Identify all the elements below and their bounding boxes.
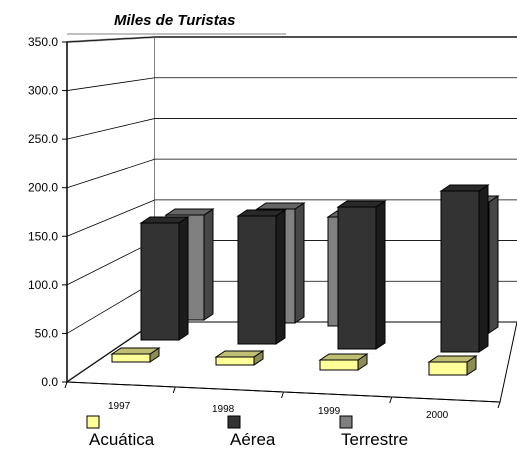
- legend-swatch-aerea: [228, 416, 240, 428]
- legend-swatch-terrestre: [340, 416, 352, 428]
- bar-top-face: [216, 351, 263, 357]
- legend-label-terrestre: Terrestre: [341, 430, 408, 449]
- y-tick-label: 200.0: [28, 181, 58, 195]
- y-tick-label: 0.0: [41, 375, 58, 389]
- y-tick-label: 50.0: [35, 326, 59, 340]
- bar-side-face: [489, 196, 498, 333]
- bar-top-face: [429, 356, 476, 362]
- bar-side-face: [479, 185, 488, 352]
- y-tick-label: 100.0: [28, 278, 58, 292]
- legend-swatch-acuatica: [87, 416, 99, 428]
- x-tick-label: 1997: [108, 401, 131, 412]
- bar-aérea-2000: [441, 185, 488, 352]
- bar-top-face: [338, 201, 385, 207]
- bar-side-face: [376, 201, 385, 349]
- x-tick-mark: [282, 392, 284, 398]
- bar-acuática-2000: [429, 356, 476, 375]
- bar-front-face: [238, 216, 276, 344]
- legend-label-aerea: Aérea: [230, 430, 276, 449]
- x-tick-mark: [173, 387, 175, 393]
- y-axis: 0.0 50.0 100.0 150.0 200.0 250.0 300.0 350.0: [28, 35, 67, 389]
- bar-top-face: [112, 348, 159, 354]
- x-tick-label: 1999: [318, 406, 341, 417]
- bar-side-face: [204, 209, 213, 320]
- bar-top-face: [141, 217, 188, 223]
- y-tick-label: 350.0: [28, 35, 58, 49]
- y-tick-label: 150.0: [28, 229, 58, 243]
- bar-front-face: [429, 362, 467, 375]
- bar-front-face: [320, 360, 358, 370]
- bar-side-face: [295, 203, 304, 323]
- bar-aérea-1997: [141, 217, 188, 340]
- bar-top-face: [257, 203, 304, 209]
- bar-acuática-1998: [216, 351, 263, 365]
- x-tick-label: 1998: [212, 404, 235, 415]
- bar-acuática-1999: [320, 354, 367, 370]
- bar-top-face: [166, 209, 213, 215]
- bar-front-face: [112, 354, 150, 362]
- y-tick-label: 250.0: [28, 132, 58, 146]
- x-tick-mark: [390, 397, 392, 403]
- bar-side-face: [179, 217, 188, 340]
- legend-label-acuatica: Acuática: [89, 430, 155, 449]
- y-tick-label: 300.0: [28, 84, 58, 98]
- bar-side-face: [276, 210, 285, 344]
- bar-front-face: [338, 207, 376, 349]
- bar-aérea-1998: [238, 210, 285, 344]
- bar-top-face: [441, 185, 488, 191]
- x-tick-label: 2000: [426, 410, 449, 421]
- bar-acuática-1997: [112, 348, 159, 362]
- x-tick-mark: [498, 402, 500, 408]
- bar-top-face: [320, 354, 367, 360]
- bar-top-face: [238, 210, 285, 216]
- chart-title: Miles de Turistas: [114, 12, 235, 29]
- bar-aérea-1999: [338, 201, 385, 349]
- bar-front-face: [141, 223, 179, 340]
- bar-front-face: [441, 191, 479, 352]
- legend: Acuática Aérea Terrestre: [87, 416, 408, 449]
- bar-front-face: [216, 357, 254, 365]
